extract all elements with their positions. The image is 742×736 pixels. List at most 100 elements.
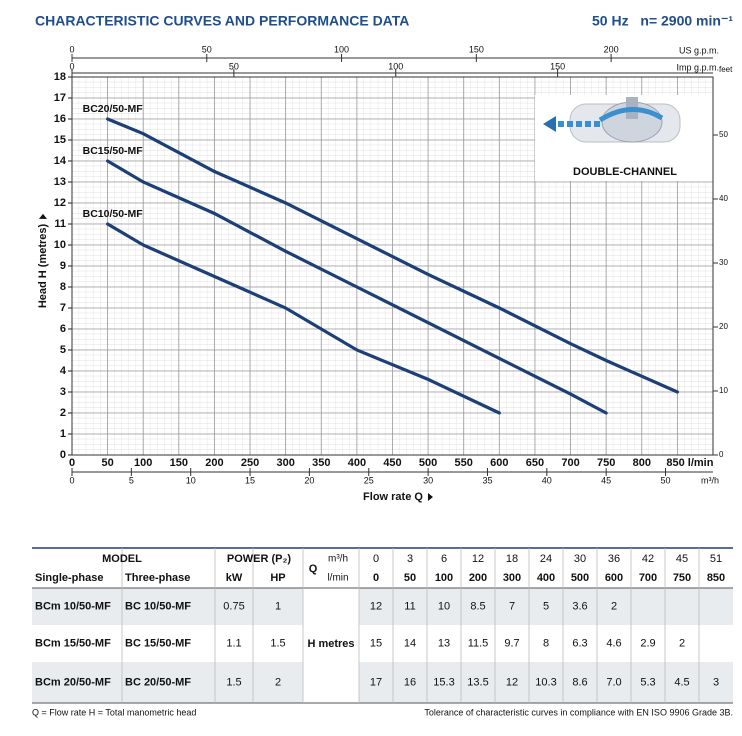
secondary-tick-label: 150 bbox=[550, 61, 565, 71]
x-tick-label: 600 bbox=[490, 457, 508, 469]
flow-lmin: 500 bbox=[571, 572, 589, 584]
head: 2 bbox=[611, 600, 617, 612]
flow-m3h: 18 bbox=[506, 553, 518, 565]
secondary-tick-label: 0 bbox=[69, 475, 74, 485]
head: 15.3 bbox=[433, 676, 454, 688]
speed: n= 2900 min⁻¹ bbox=[640, 13, 733, 29]
x-tick-label: 500 bbox=[419, 457, 437, 469]
model-three: BC 15/50-MF bbox=[125, 637, 191, 649]
y-tick-label: 15 bbox=[54, 134, 66, 146]
arrow bbox=[39, 213, 47, 219]
th: HP bbox=[270, 572, 285, 584]
x-tick-label: 700 bbox=[561, 457, 579, 469]
y-tick-label: 18 bbox=[54, 71, 66, 83]
x-tick-label: 550 bbox=[455, 457, 473, 469]
th: kW bbox=[226, 572, 243, 584]
y2-tick-label: 30 bbox=[719, 258, 728, 267]
y-tick-label: 1 bbox=[60, 428, 66, 440]
flow-arrow-head bbox=[543, 116, 556, 132]
secondary-tick-label: 0 bbox=[69, 44, 74, 54]
th: Three-phase bbox=[125, 572, 190, 584]
model-single: BCm 20/50-MF bbox=[35, 676, 111, 688]
flow-arrow bbox=[598, 107, 664, 123]
x-axis-title: Flow rate Q bbox=[363, 491, 423, 503]
head: 2.9 bbox=[640, 637, 655, 649]
head: 17 bbox=[370, 676, 382, 688]
flow-lmin: 700 bbox=[639, 572, 657, 584]
footnote: Tolerance of characteristic curves in co… bbox=[424, 707, 733, 717]
flow-m3h: 6 bbox=[441, 553, 447, 565]
head: 5.3 bbox=[640, 676, 655, 688]
flow-m3h: 51 bbox=[710, 553, 722, 565]
th: H metres bbox=[307, 638, 354, 650]
y-tick-label: 13 bbox=[54, 176, 66, 188]
x-tick-label: 250 bbox=[241, 457, 259, 469]
x-tick-label: 450 bbox=[383, 457, 401, 469]
x-tick-label: 750 bbox=[597, 457, 615, 469]
secondary-axis-unit: Imp g.p.m. bbox=[676, 62, 719, 72]
secondary-tick-label: 30 bbox=[423, 475, 433, 485]
arrow bbox=[427, 493, 433, 501]
row-shade bbox=[32, 588, 733, 625]
model-single: BCm 10/50-MF bbox=[35, 600, 111, 612]
y-tick-label: 10 bbox=[54, 239, 66, 251]
head: 11.5 bbox=[468, 637, 489, 649]
head: 12 bbox=[370, 600, 382, 612]
x-tick-label: 350 bbox=[312, 457, 330, 469]
x-tick-label: 300 bbox=[276, 457, 294, 469]
row-shade bbox=[32, 662, 733, 703]
secondary-tick-label: 25 bbox=[364, 475, 374, 485]
head: 3.6 bbox=[572, 600, 587, 612]
head: 3 bbox=[713, 676, 719, 688]
secondary-tick-label: 10 bbox=[186, 475, 196, 485]
hp: 2 bbox=[275, 676, 281, 688]
x-tick-label: 650 bbox=[526, 457, 544, 469]
x-tick-label: 100 bbox=[134, 457, 152, 469]
y2-tick-label: 20 bbox=[719, 322, 728, 331]
flow-lmin: 300 bbox=[503, 572, 521, 584]
th: Q bbox=[309, 563, 318, 575]
secondary-tick-label: 50 bbox=[202, 44, 212, 54]
flow-m3h: 36 bbox=[608, 553, 620, 565]
y-tick-label: 16 bbox=[54, 113, 66, 125]
x-tick-label: 800 bbox=[633, 457, 651, 469]
flow-lmin: 850 bbox=[707, 572, 725, 584]
footnote: Q = Flow rate H = Total manometric head bbox=[32, 707, 196, 717]
th: POWER (P₂) bbox=[227, 553, 292, 565]
head: 7.0 bbox=[606, 676, 621, 688]
secondary-tick-label: 45 bbox=[601, 475, 611, 485]
head: 8.6 bbox=[572, 676, 587, 688]
curve-label: BC15/50-MF bbox=[83, 145, 144, 157]
curve bbox=[106, 117, 679, 394]
y-tick-label: 0 bbox=[60, 449, 66, 461]
hp: 1.5 bbox=[270, 637, 285, 649]
title: CHARACTERISTIC CURVES AND PERFORMANCE DA… bbox=[35, 13, 409, 29]
flow-lmin: 400 bbox=[537, 572, 555, 584]
x-tick-label: 150 bbox=[170, 457, 188, 469]
y-tick-label: 5 bbox=[60, 344, 66, 356]
x-tick-label: 200 bbox=[205, 457, 223, 469]
flow-m3h: 3 bbox=[407, 553, 413, 565]
head: 7 bbox=[509, 600, 515, 612]
x-tick-label: 0 bbox=[69, 457, 75, 469]
y-tick-label: 7 bbox=[60, 302, 66, 314]
th: Single-phase bbox=[35, 572, 103, 584]
head: 4.5 bbox=[674, 676, 689, 688]
secondary-tick-label: 50 bbox=[229, 61, 239, 71]
h-cell bbox=[303, 588, 359, 703]
y-tick-label: 3 bbox=[60, 386, 66, 398]
head: 11 bbox=[404, 600, 415, 612]
y-tick-label: 17 bbox=[54, 92, 66, 104]
kw: 1.1 bbox=[226, 637, 241, 649]
th: MODEL bbox=[102, 553, 142, 565]
head: 8 bbox=[543, 637, 549, 649]
secondary-tick-label: 15 bbox=[245, 475, 255, 485]
flow-lmin: 50 bbox=[404, 572, 416, 584]
flow-lmin: 0 bbox=[373, 572, 379, 584]
head: 12 bbox=[506, 676, 518, 688]
curve bbox=[106, 159, 608, 415]
flow-m3h: 12 bbox=[472, 553, 484, 565]
secondary-tick-label: 35 bbox=[482, 475, 492, 485]
inset-label: DOUBLE-CHANNEL bbox=[573, 166, 677, 178]
